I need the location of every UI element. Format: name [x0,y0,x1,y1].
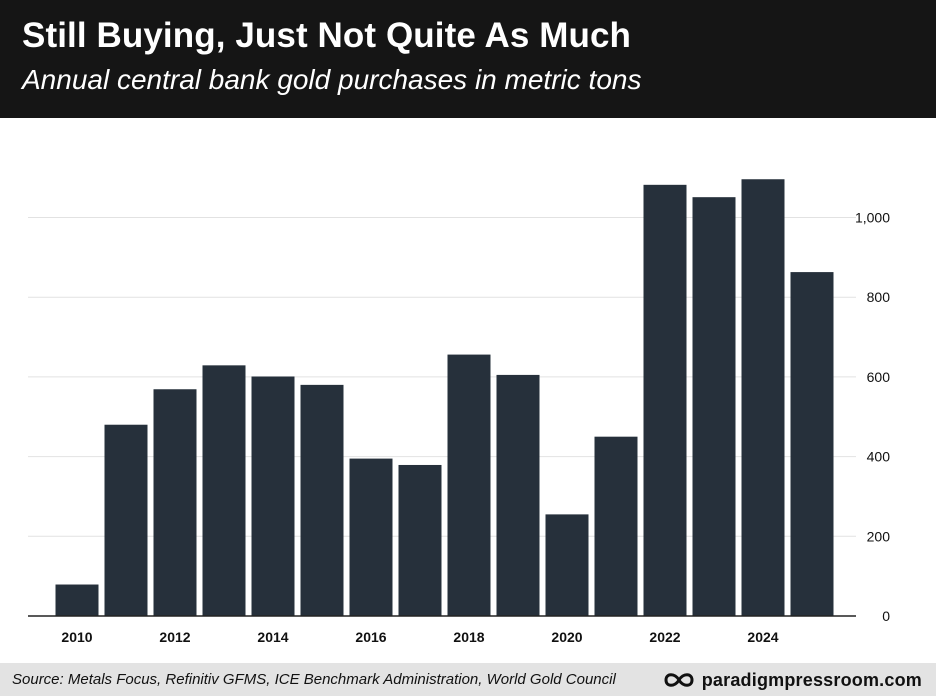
chart-subtitle: Annual central bank gold purchases in me… [22,64,642,95]
bar-2020 [545,514,589,616]
x-tick-label-2024: 2024 [747,629,778,645]
bar-2024 [741,179,785,616]
bar-2016 [349,458,393,616]
bar-2010 [55,584,99,616]
brand: paradigmpressroom.com [662,668,922,692]
x-tick-label-2010: 2010 [61,629,92,645]
brand-name: paradigmpressroom.com [701,669,922,690]
y-tick-label-400: 400 [867,449,891,465]
bar-2021 [594,436,638,616]
header: Still Buying, Just Not Quite As Much Ann… [0,0,936,118]
x-tick-label-2020: 2020 [551,629,582,645]
y-tick-label-1000: 1,000 [855,210,890,226]
bar-2025 [790,272,834,616]
bar-2018 [447,354,491,616]
x-tick-label-2022: 2022 [649,629,680,645]
infinity-icon [664,673,694,687]
y-tick-label-0: 0 [882,608,890,624]
y-tick-label-800: 800 [867,289,891,305]
chart-area: 0 200 400 600 800 1,000 2010 2012 2014 2016 2018 20… [0,118,936,663]
bar-2023 [692,197,736,616]
bar-2014 [251,376,295,616]
x-tick-label-2018: 2018 [453,629,484,645]
x-tick-label-2016: 2016 [355,629,386,645]
chart-title: Still Buying, Just Not Quite As Much [22,16,631,55]
bar-2019 [496,374,540,616]
bar-2015 [300,384,344,616]
x-tick-label-2012: 2012 [159,629,190,645]
y-tick-label-200: 200 [867,528,891,544]
footer: Source: Metals Focus, Refinitiv GFMS, IC… [0,663,936,696]
bar-2012 [153,389,197,616]
bar-2013 [202,365,246,616]
y-tick-label-600: 600 [867,369,891,385]
source-note: Source: Metals Focus, Refinitiv GFMS, IC… [12,671,616,688]
x-tick-label-2014: 2014 [257,629,288,645]
bar-2017 [398,464,442,616]
bar-chart: 0 200 400 600 800 1,000 2010 2012 2014 2016 2018 20… [28,179,891,645]
bar-2011 [104,424,148,616]
bar-2022 [643,184,687,616]
